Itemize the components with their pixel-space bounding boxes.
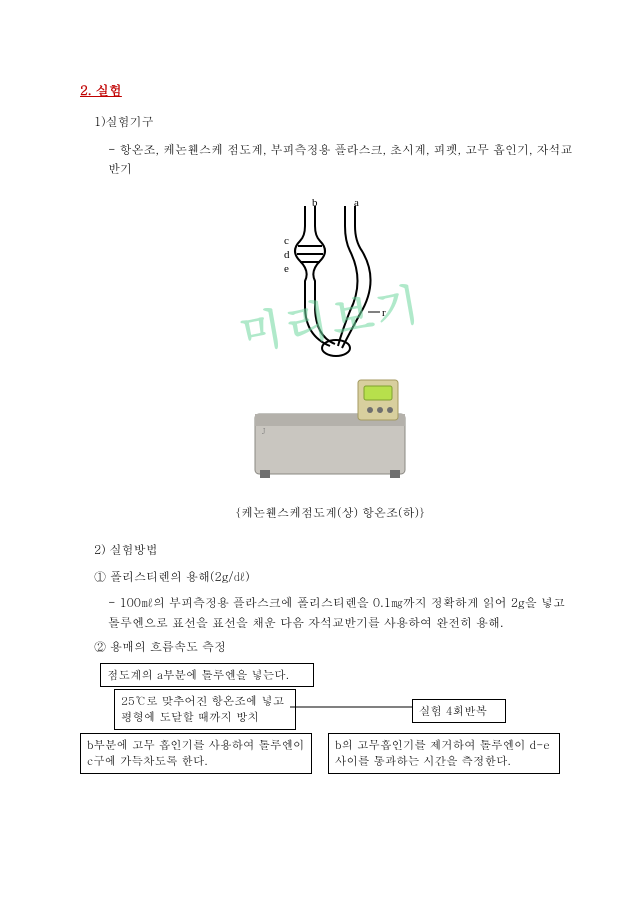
- section-heading: 2. 실험: [80, 80, 580, 99]
- label-e: e: [284, 263, 289, 275]
- step1-body: - 100㎖의 부피측정용 플라스크에 폴리스티렌을 0.1㎎까지 정확하게 읽…: [108, 593, 580, 631]
- viscometer-diagram: b a c d e r: [250, 196, 410, 366]
- apparatus-title: 1)실험기구: [94, 113, 580, 130]
- label-a: a: [354, 197, 359, 209]
- flow-connectors: [100, 663, 560, 793]
- bath-brand: J: [262, 426, 266, 437]
- label-c: c: [284, 235, 289, 247]
- figure-area: 미리보기 b a c d e: [80, 196, 580, 494]
- step2-title: ② 용매의 흐름속도 측정: [94, 638, 580, 655]
- apparatus-list: - 항온조, 케논휀스케 점도계, 부피측정용 플라스크, 초시계, 피펫, 고…: [108, 140, 580, 178]
- waterbath-image: J: [240, 374, 420, 494]
- label-d: d: [284, 249, 290, 261]
- label-b: b: [312, 197, 318, 209]
- method-title: 2) 실험방법: [94, 541, 580, 558]
- flow-diagram: 점도계의 a부분에 톨루엔을 넣는다. 25℃로 맞추어진 항온조에 넣고 평형…: [100, 663, 580, 793]
- step1-title: ① 폴리스티렌의 용해(2g/㎗): [94, 568, 580, 585]
- label-r: r: [382, 307, 386, 319]
- figure-caption: {케논휀스케점도계(상) 항온조(하)}: [80, 504, 580, 521]
